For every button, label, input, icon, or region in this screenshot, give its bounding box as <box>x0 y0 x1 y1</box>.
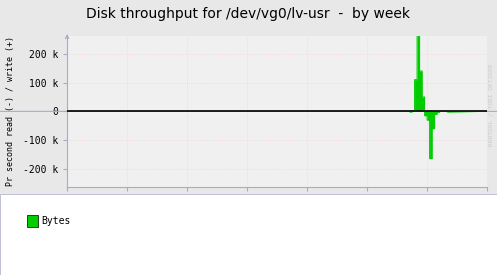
Text: Min (-/+): Min (-/+) <box>211 197 264 207</box>
Text: Avg (-/+): Avg (-/+) <box>313 197 365 207</box>
Text: 797.80k/  1.46M: 797.80k/ 1.46M <box>396 216 485 226</box>
Text: Munin 2.0.56: Munin 2.0.56 <box>221 263 276 272</box>
Text: 0.00 /  0.00: 0.00 / 0.00 <box>202 216 273 226</box>
Text: Max (-/+): Max (-/+) <box>414 197 467 207</box>
Text: Disk throughput for /dev/vg0/lv-usr  -  by week: Disk throughput for /dev/vg0/lv-usr - by… <box>86 7 411 21</box>
Text: Pr second read (-) / write (+): Pr second read (-) / write (+) <box>6 36 15 186</box>
Text: Bytes: Bytes <box>41 216 71 226</box>
Text: Cur (-/+): Cur (-/+) <box>110 197 163 207</box>
Text: RRDTOOL / TOBI OETIKER: RRDTOOL / TOBI OETIKER <box>489 63 494 146</box>
Text: 0.00 /  0.00: 0.00 / 0.00 <box>101 216 172 226</box>
Text: Last update: Thu Nov 21 04:00:08 2024: Last update: Thu Nov 21 04:00:08 2024 <box>140 238 357 248</box>
Text: 990.18 /  2.19k: 990.18 / 2.19k <box>295 216 383 226</box>
